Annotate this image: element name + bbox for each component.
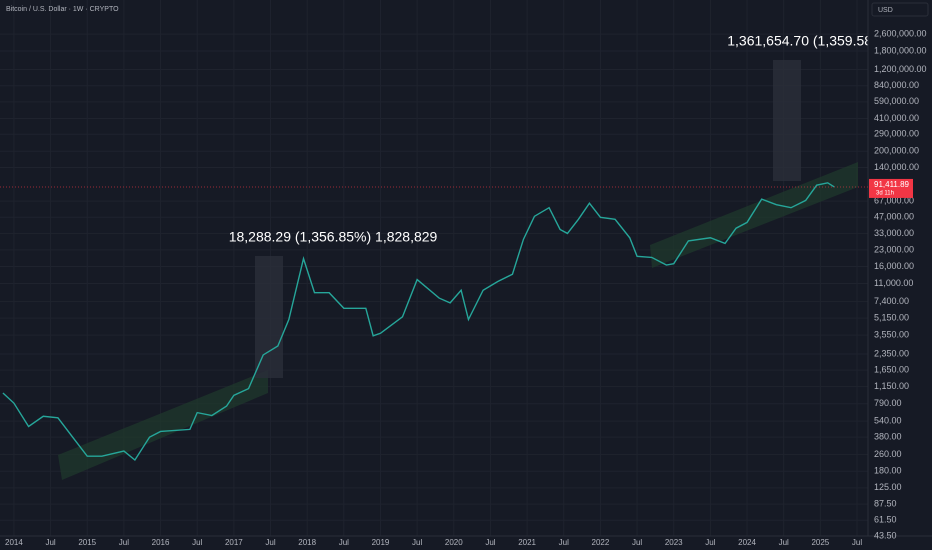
y-tick-label: 5,150.00 <box>874 313 909 323</box>
y-tick-label: 410,000.00 <box>874 113 919 123</box>
x-tick-label: Jul <box>779 538 789 547</box>
annotation: 18,288.29 (1,356.85%) 1,828,829 <box>229 229 438 245</box>
y-tick-label: 2,600,000.00 <box>874 29 927 39</box>
chart-title: Bitcoin / U.S. Dollar · 1W · CRYPTO <box>6 6 119 13</box>
y-tick-label: 33,000.00 <box>874 228 914 238</box>
y-tick-label: 540.00 <box>874 415 902 425</box>
x-tick-label: Jul <box>705 538 715 547</box>
x-tick-label: 2020 <box>445 538 463 547</box>
x-tick-label: Jul <box>45 538 55 547</box>
x-tick-label: Jul <box>632 538 642 547</box>
x-tick-label: Jul <box>119 538 129 547</box>
x-tick-label: 2018 <box>298 538 316 547</box>
y-tick-label: 1,200,000.00 <box>874 64 927 74</box>
x-tick-label: Jul <box>339 538 349 547</box>
y-tick-label: 7,400.00 <box>874 296 909 306</box>
x-tick-label: 2022 <box>592 538 610 547</box>
y-tick-label: 2,350.00 <box>874 348 909 358</box>
x-tick-label: 2025 <box>811 538 829 547</box>
x-tick-label: 2016 <box>152 538 170 547</box>
axes: 2,600,000.00 1,800,000.00 1,200,000.00 840,… <box>0 29 927 547</box>
y-tick-label: 47,000.00 <box>874 212 914 222</box>
x-tick-label: 2021 <box>518 538 536 547</box>
y-tick-label: 1,150.00 <box>874 381 909 391</box>
x-tick-label: 2023 <box>665 538 683 547</box>
x-tick-label: 2024 <box>738 538 756 547</box>
x-tick-label: Jul <box>265 538 275 547</box>
x-tick-label: 2015 <box>78 538 96 547</box>
y-tick-label: 1,800,000.00 <box>874 45 927 55</box>
x-tick-label: 2017 <box>225 538 243 547</box>
x-tick-label: Jul <box>485 538 495 547</box>
y-tick-label: 1,650.00 <box>874 364 909 374</box>
x-tick-label: Jul <box>192 538 202 547</box>
y-tick-label: 16,000.00 <box>874 261 914 271</box>
y-tick-label: 290,000.00 <box>874 129 919 139</box>
y-tick-label: 11,000.00 <box>874 278 913 288</box>
y-tick-label: 125.00 <box>874 482 902 492</box>
x-tick-label: Jul <box>559 538 569 547</box>
y-tick-label: 23,000.00 <box>874 244 914 254</box>
y-tick-label: 61.50 <box>874 515 897 525</box>
y-tick-label: 380.00 <box>874 431 902 441</box>
x-tick-label: Jul <box>412 538 422 547</box>
x-tick-label: 2014 <box>5 538 23 547</box>
currency-box[interactable] <box>871 2 929 17</box>
y-tick-label: 840,000.00 <box>874 80 919 90</box>
y-tick-label: 3,550.00 <box>874 330 909 340</box>
y-tick-label: 67,000.00 <box>874 195 914 205</box>
x-tick-label: Jul <box>852 538 862 547</box>
x-tick-label: 2019 <box>372 538 390 547</box>
channel <box>58 370 268 480</box>
y-tick-label: 260.00 <box>874 449 902 459</box>
y-tick-label: 200,000.00 <box>874 146 919 156</box>
y-tick-label: 43.50 <box>874 530 897 540</box>
y-tick-label: 590,000.00 <box>874 96 919 106</box>
currency[interactable]: USD <box>878 7 893 14</box>
channel <box>650 162 858 268</box>
y-tick-label: 87.50 <box>874 498 897 508</box>
time-axis <box>0 536 932 550</box>
projection-box <box>255 256 283 378</box>
price-axis <box>868 0 932 550</box>
y-tick-label: 180.00 <box>874 466 902 476</box>
last-price-tag <box>869 178 913 198</box>
projection-box <box>773 60 801 181</box>
countdown: 3d 11h <box>876 191 894 197</box>
y-tick-label: 140,000.00 <box>874 162 919 172</box>
last-price: 91,411.89 <box>874 180 910 189</box>
y-tick-label: 790.00 <box>874 398 902 408</box>
price-line <box>2 182 835 462</box>
